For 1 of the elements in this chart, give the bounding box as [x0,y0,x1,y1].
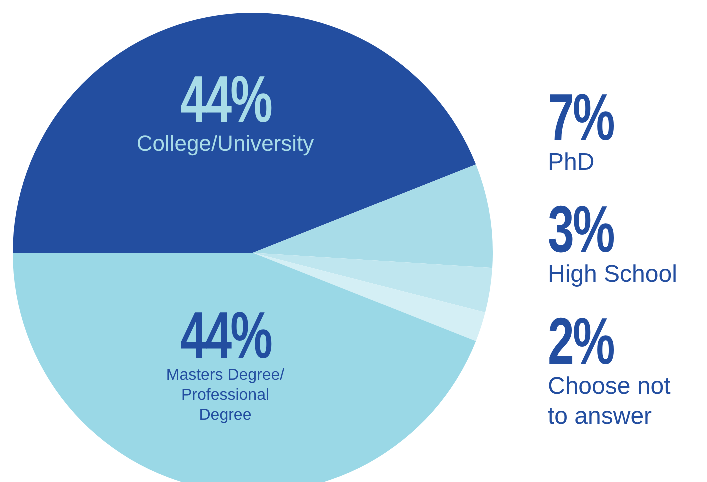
slice-label: Masters Degree/ Professional Degree [165,366,286,426]
